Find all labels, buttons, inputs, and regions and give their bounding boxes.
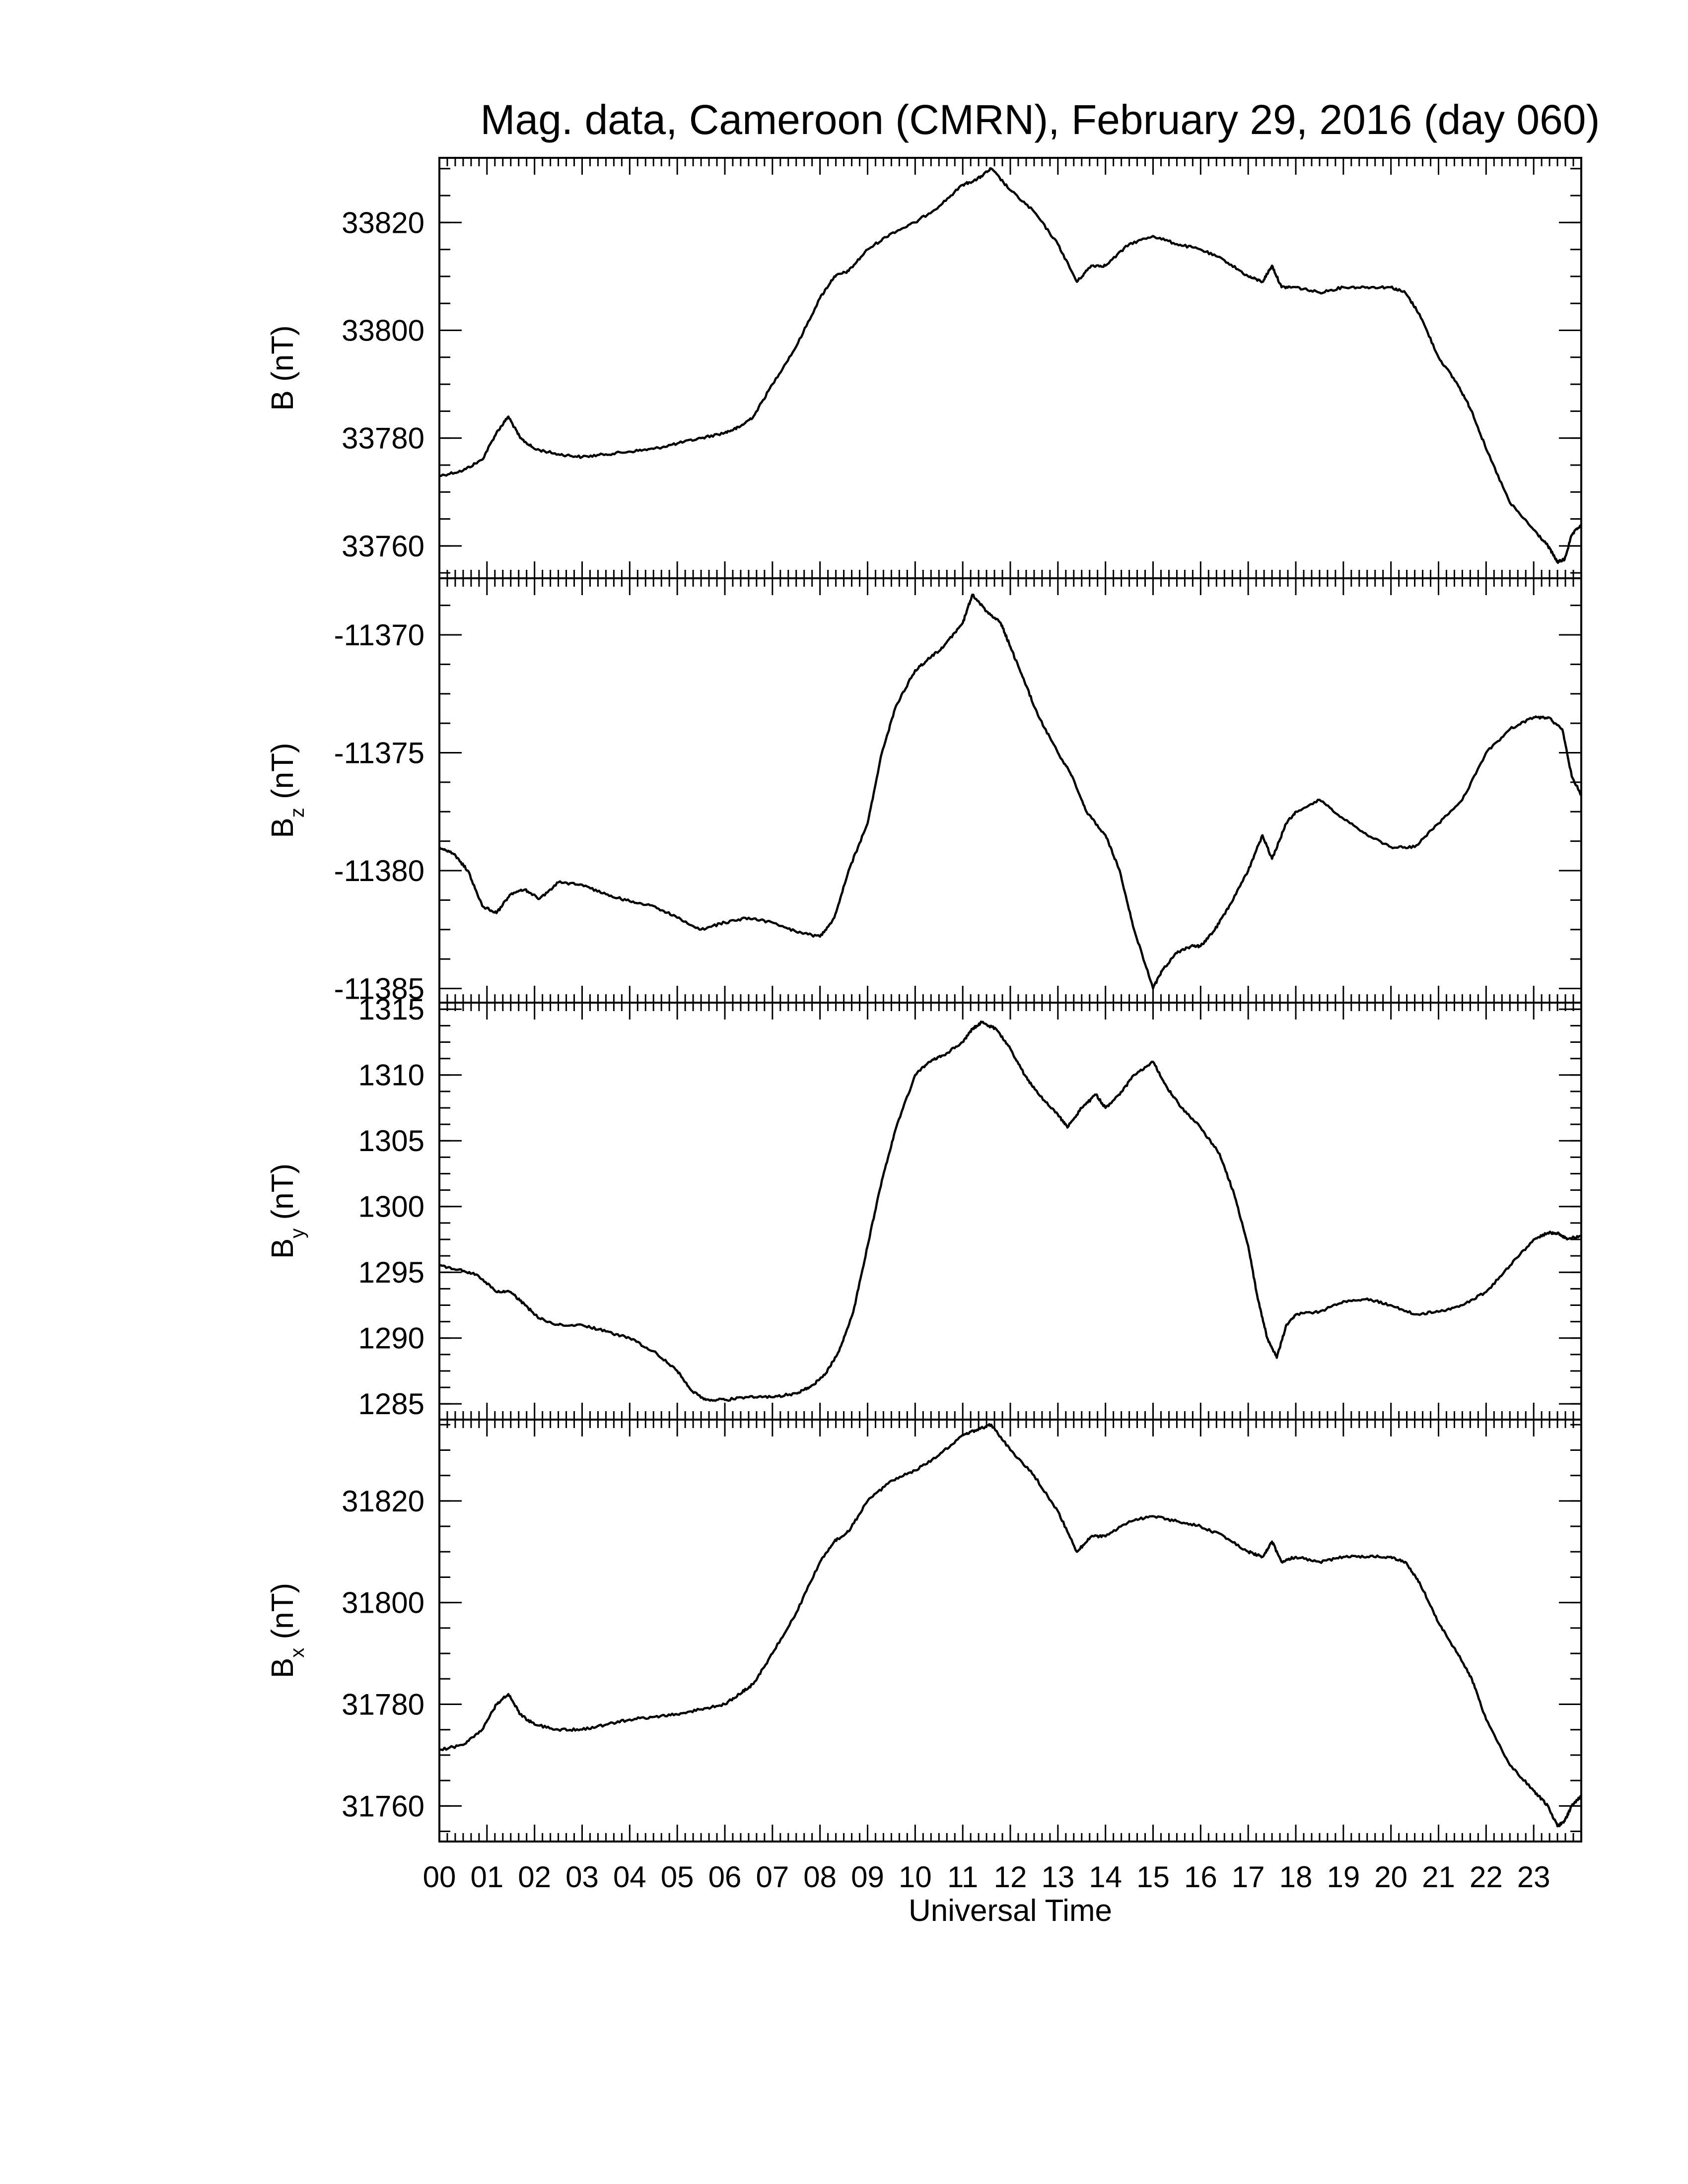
plot-frame (438, 1419, 1582, 1843)
time-tick-label: 04 (613, 1860, 646, 1894)
time-tick-label: 17 (1232, 1860, 1265, 1894)
time-tick-label: 01 (470, 1860, 503, 1894)
time-ticks (438, 1420, 1582, 1842)
chart-title: Mag. data, Cameroon (CMRN), February 29,… (481, 96, 1600, 143)
y-axis-label: Bz (nT) (266, 743, 308, 838)
data-series-line (439, 167, 1582, 564)
y-tick-label: 33820 (342, 206, 424, 239)
time-tick-label: 00 (423, 1860, 456, 1894)
plot-frame (438, 577, 1582, 1004)
time-tick-label: 09 (851, 1860, 884, 1894)
y-axis-label: B (nT) (266, 325, 300, 410)
y-tick-label: 31820 (342, 1485, 424, 1518)
time-tick-label: 19 (1327, 1860, 1360, 1894)
time-ticks (438, 1003, 1582, 1420)
time-tick-label: 20 (1374, 1860, 1407, 1894)
time-tick-label: 18 (1279, 1860, 1313, 1894)
panel-4: 31760 31780 31800 31820 Bx (nT) (266, 1419, 1582, 1843)
time-tick-label: 12 (994, 1860, 1027, 1894)
y-tick-label: 1315 (358, 993, 424, 1026)
y-tick-label: -11385 (334, 972, 424, 1006)
y-tick-label: 33800 (342, 314, 424, 347)
time-tick-label: 03 (565, 1860, 599, 1894)
y-tick-label: -11380 (334, 854, 424, 887)
time-tick-label: 06 (708, 1860, 742, 1894)
time-tick-label: 07 (756, 1860, 789, 1894)
panel-3: 1285 1290 1295 1300 1305 1310 1315 By (nT) (266, 993, 1582, 1421)
data-series-line (439, 1423, 1582, 1828)
time-tick-label: 05 (661, 1860, 694, 1894)
time-tick-label: 22 (1470, 1860, 1503, 1894)
time-axis-labels: 00 01 02 03 04 05 06 07 08 09 10 11 12 13 14 15 16 17 18 19… (423, 1860, 1550, 1894)
time-tick-label: 02 (518, 1860, 551, 1894)
time-tick-label: 10 (899, 1860, 932, 1894)
data-series-line (438, 593, 1582, 990)
y-tick-label: 33780 (342, 422, 424, 455)
panel-1: 33760 33780 33800 33820 B (nT) (266, 157, 1582, 579)
time-ticks (438, 158, 1582, 578)
y-tick-label: 1300 (358, 1190, 424, 1224)
y-tick-label: 31760 (342, 1789, 424, 1823)
data-series-line (439, 1020, 1582, 1402)
time-tick-label: 11 (947, 1860, 978, 1894)
plot-frame (438, 157, 1582, 579)
time-tick-label: 16 (1184, 1860, 1217, 1894)
time-tick-label: 08 (803, 1860, 837, 1894)
y-tick-label: 31780 (342, 1688, 424, 1721)
y-tick-label: -11370 (334, 618, 424, 652)
plot-frame (438, 1002, 1582, 1421)
y-tick-label: 1310 (358, 1059, 424, 1092)
time-tick-label: 23 (1517, 1860, 1550, 1894)
y-tick-label: 1295 (358, 1256, 424, 1289)
time-tick-label: 13 (1041, 1860, 1074, 1894)
time-ticks (438, 578, 1582, 1003)
y-tick-label: 1290 (358, 1322, 424, 1355)
y-tick-label: -11375 (334, 737, 424, 770)
y-tick-label: 1285 (358, 1387, 424, 1421)
x-axis-label: Universal Time (909, 1894, 1112, 1928)
y-tick-label: 1305 (358, 1124, 424, 1158)
time-tick-label: 15 (1136, 1860, 1170, 1894)
panel-2: -11385 -11380 -11375 -11370 Bz (nT) (266, 577, 1582, 1006)
y-tick-label: 33760 (342, 530, 424, 563)
y-tick-label: 31800 (342, 1586, 424, 1620)
y-axis-label: Bx (nT) (266, 1583, 308, 1678)
time-tick-label: 21 (1422, 1860, 1455, 1894)
time-tick-label: 14 (1089, 1860, 1122, 1894)
y-axis-label: By (nT) (266, 1163, 308, 1259)
